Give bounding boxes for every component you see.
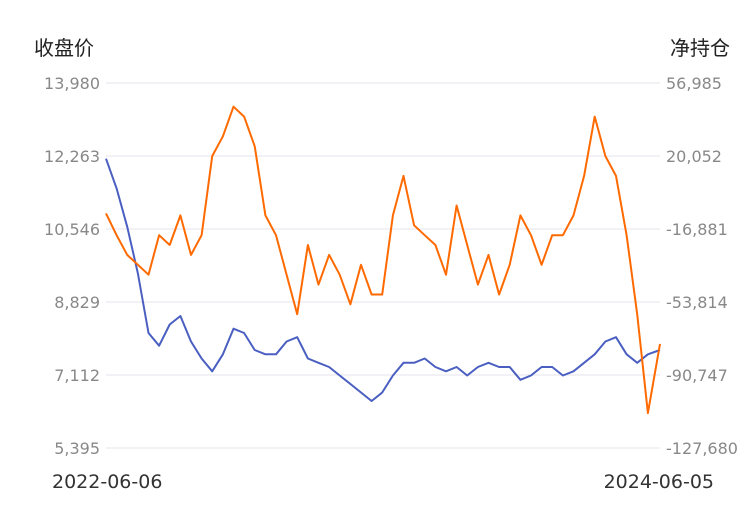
y-left-tick-label: 10,546 xyxy=(44,220,100,239)
y-right-tick-label: -53,814 xyxy=(666,293,728,312)
series-line-right xyxy=(105,105,661,415)
y-left-tick-label: 13,980 xyxy=(44,74,100,93)
y-left-tick-label: 5,395 xyxy=(54,439,100,458)
y-right-tick-label: -16,881 xyxy=(666,220,728,239)
y-right-tick-labels: 56,985 20,052 -16,881 -53,814 -90,747 -127,68… xyxy=(666,74,738,458)
y-right-tick-label: -90,747 xyxy=(666,366,728,385)
series-line-left xyxy=(105,158,661,402)
x-end-label: 2024-06-05 xyxy=(604,471,714,493)
y-left-tick-labels: 13,980 12,263 10,546 8,829 7,112 5,395 xyxy=(44,74,100,458)
y-right-tick-label: -127,680 xyxy=(666,439,738,458)
series-group xyxy=(105,105,661,415)
gridlines xyxy=(106,82,660,449)
x-start-label: 2022-06-06 xyxy=(52,471,162,493)
y-left-tick-label: 12,263 xyxy=(44,147,100,166)
y-right-tick-label: 56,985 xyxy=(666,74,722,93)
y-left-tick-label: 7,112 xyxy=(54,366,100,385)
y-left-tick-label: 8,829 xyxy=(54,293,100,312)
y-right-tick-label: 20,052 xyxy=(666,147,722,166)
y-left-axis-title: 收盘价 xyxy=(34,36,94,60)
y-right-axis-title: 净持仓 xyxy=(670,36,730,60)
